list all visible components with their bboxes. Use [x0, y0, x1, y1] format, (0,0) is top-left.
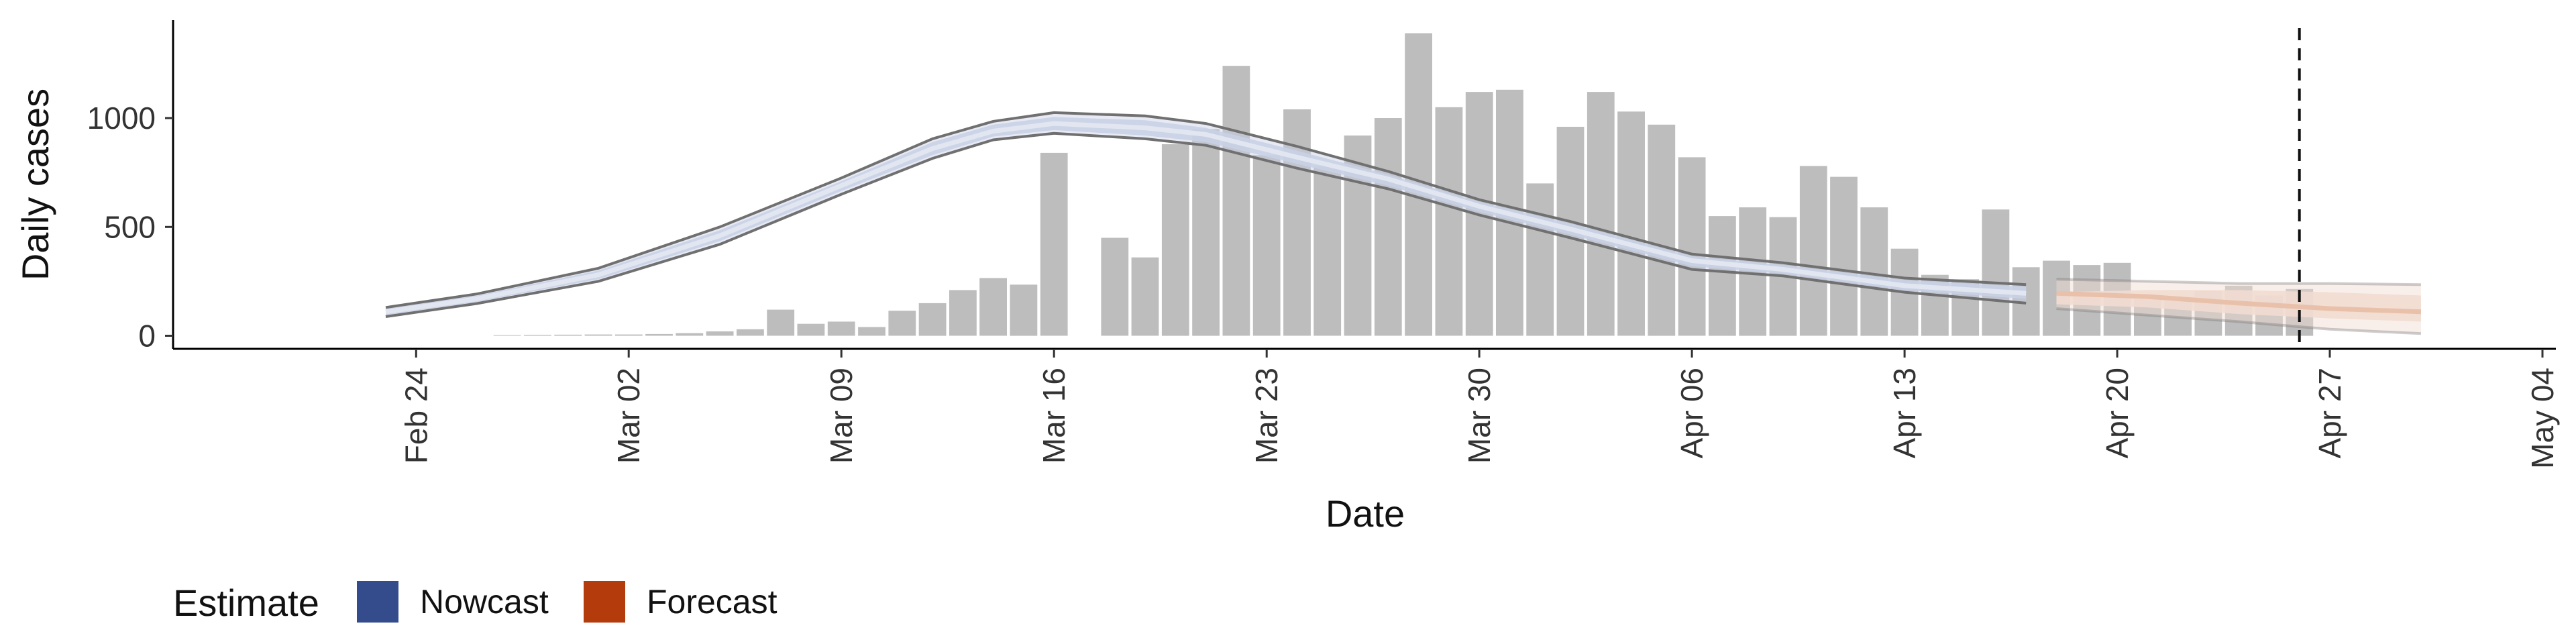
x-tick-label: Feb 24 [398, 368, 433, 464]
case-bar [1982, 209, 2010, 336]
legend-label-forecast: Forecast [647, 583, 777, 621]
case-bar [1192, 129, 1220, 336]
case-bar [1435, 107, 1463, 336]
case-bar [1587, 92, 1615, 336]
x-tick-label: Mar 30 [1462, 368, 1497, 464]
case-bar [979, 278, 1007, 336]
x-tick-label: Apr 06 [1674, 368, 1709, 459]
case-bar [1799, 166, 1827, 336]
case-bar [1161, 144, 1189, 336]
forecast-median-line [2056, 290, 2422, 315]
legend-swatch-nowcast [357, 581, 398, 623]
case-bar [614, 334, 643, 336]
case-bar [1222, 66, 1250, 336]
nowcast-lower-bound [385, 131, 2027, 318]
forecast-upper-bound [2056, 278, 2421, 286]
y-tick-label: 0 [138, 319, 156, 354]
y-axis-title: Daily cases [14, 89, 56, 280]
legend: Estimate Nowcast Forecast [173, 581, 777, 624]
x-tick-label: Mar 23 [1249, 368, 1284, 464]
axes [172, 20, 2556, 350]
case-bar [737, 329, 764, 336]
x-tick-label: Mar 09 [824, 368, 859, 464]
y-tick-label: 1000 [87, 101, 156, 136]
case-bar [554, 334, 582, 336]
forecast-lower-bound [2056, 307, 2421, 335]
case-bar [584, 334, 612, 336]
case-bar [1131, 257, 1159, 336]
case-bar [676, 333, 704, 336]
x-tick-label: Apr 13 [1887, 368, 1922, 459]
case-bar [1101, 237, 1129, 336]
case-bar [767, 309, 795, 336]
x-tick-label: Apr 27 [2312, 368, 2347, 459]
case-bar [1252, 155, 1281, 336]
case-bar [1374, 118, 1402, 336]
y-tick-label: 500 [104, 209, 156, 244]
nowcast-median-line [385, 121, 2027, 315]
x-tick-label: Mar 02 [611, 368, 646, 464]
x-tick-label: Mar 16 [1036, 368, 1071, 464]
case-bar [645, 333, 673, 336]
case-bar [1617, 111, 1645, 336]
legend-swatch-forecast [584, 581, 625, 623]
case-bar [1313, 166, 1342, 336]
case-bar [1526, 183, 1554, 336]
x-ticks: Feb 24 Mar 02 Mar 09 Mar 16 Mar 23 Mar 30 Apr … [398, 349, 2560, 469]
legend-title: Estimate [173, 582, 319, 624]
case-bar [827, 321, 855, 336]
case-bar [918, 303, 947, 336]
case-bar [1010, 284, 1038, 336]
nowcast-upper-bound [385, 111, 2027, 309]
forecast-series [2056, 278, 2422, 335]
case-bar [706, 331, 734, 336]
case-bar [858, 327, 885, 336]
case-bar [949, 290, 977, 336]
y-ticks: 0 500 1000 [87, 101, 173, 354]
case-bar [797, 323, 825, 336]
case-bar [1860, 207, 1888, 336]
case-bar [1709, 216, 1736, 336]
case-bar [1678, 157, 1706, 336]
x-tick-label: Apr 20 [2100, 368, 2135, 459]
case-bar [1648, 124, 1676, 336]
x-tick-label: May 04 [2525, 368, 2560, 469]
legend-label-nowcast: Nowcast [420, 583, 549, 621]
nowcast-series [385, 111, 2027, 318]
x-axis-title: Date [1326, 492, 1405, 535]
case-bar [1040, 152, 1068, 336]
case-bar [493, 335, 521, 336]
case-bar [1830, 176, 1858, 336]
case-bar [888, 311, 916, 336]
